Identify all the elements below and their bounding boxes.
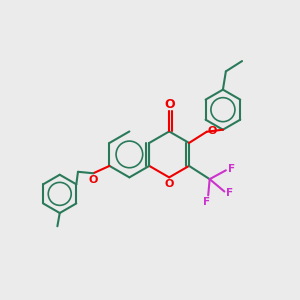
Text: O: O [208, 126, 217, 136]
Text: O: O [164, 98, 175, 111]
Text: F: F [203, 197, 210, 207]
Text: F: F [226, 188, 233, 198]
Text: O: O [164, 179, 174, 189]
Text: O: O [88, 175, 98, 185]
Text: F: F [228, 164, 235, 174]
